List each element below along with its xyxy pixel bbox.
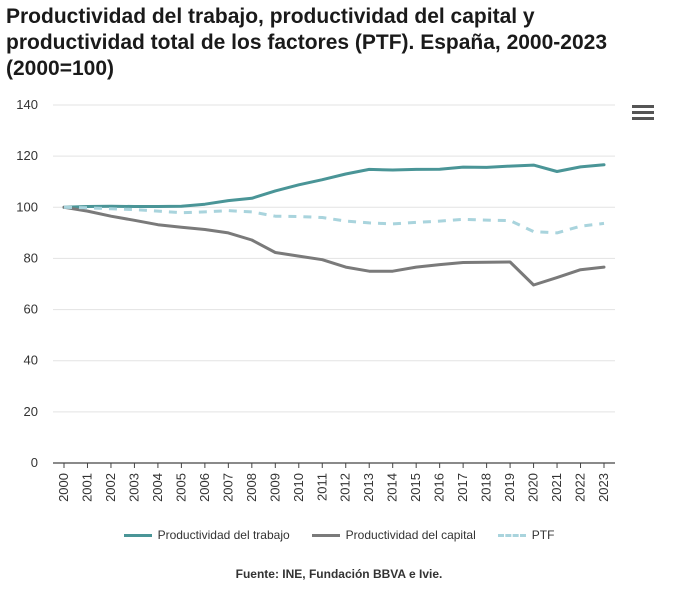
x-tick-label: 2013: [361, 473, 376, 502]
x-tick-label: 2005: [173, 473, 188, 502]
legend-swatch: [497, 533, 526, 537]
x-tick-label: 2009: [267, 473, 282, 502]
legend-item-1[interactable]: Productividad del trabajo: [123, 528, 290, 542]
y-tick-label: 0: [31, 455, 38, 470]
y-tick-label: 100: [16, 199, 38, 214]
x-tick-label: 2008: [244, 473, 259, 502]
x-tick-label: 2006: [197, 473, 212, 502]
series-line-2: [62, 205, 606, 287]
hamburger-menu-icon[interactable]: [632, 105, 654, 123]
y-axis-ticks: 0 20 40 60 80 100 120 140: [16, 97, 38, 470]
chart-legend: Productividad del trabajo Productividad d…: [0, 528, 678, 542]
x-tick-label: 2022: [573, 473, 588, 502]
y-tick-label: 120: [16, 148, 38, 163]
chart-title: Productividad del trabajo, productividad…: [6, 5, 608, 80]
x-tick-label: 2023: [596, 473, 611, 502]
x-tick-label: 2017: [455, 473, 470, 502]
x-tick-label: 2011: [314, 473, 329, 501]
x-axis-ticks: 2000 2001 2002 2003 2004 2005 2006 2007 2008 2009…: [56, 463, 611, 502]
legend-item-3[interactable]: PTF: [497, 528, 555, 542]
x-tick-label: 2021: [549, 473, 564, 502]
y-tick-label: 60: [24, 302, 38, 317]
x-tick-label: 2002: [103, 473, 118, 502]
x-tick-label: 2004: [150, 473, 165, 502]
x-tick-label: 2001: [79, 473, 94, 502]
x-tick-label: 2012: [338, 473, 353, 502]
x-tick-label: 2015: [408, 473, 423, 502]
x-tick-label: 2000: [56, 473, 71, 502]
x-tick-label: 2003: [126, 473, 141, 502]
source-note: Fuente: INE, Fundación BBVA e Ivie.: [235, 567, 443, 581]
legend-label: Productividad del capital: [345, 528, 476, 542]
x-tick-label: 2019: [502, 473, 517, 502]
x-tick-label: 2016: [432, 473, 447, 502]
series-line-1: [62, 163, 606, 209]
y-tick-label: 20: [24, 404, 38, 419]
x-tick-label: 2007: [220, 473, 235, 502]
x-tick-label: 2020: [526, 473, 541, 502]
legend-item-2[interactable]: Productividad del capital: [311, 528, 476, 542]
series-line-3: [63, 205, 605, 235]
x-tick-label: 2018: [479, 473, 494, 502]
legend-label: Productividad del trabajo: [157, 528, 290, 542]
legend-swatch: [123, 533, 152, 537]
x-tick-label: 2010: [291, 473, 306, 502]
y-tick-label: 80: [24, 250, 38, 265]
y-tick-label: 40: [24, 353, 38, 368]
legend-label: PTF: [531, 528, 555, 542]
chart-series: [62, 163, 606, 287]
legend-swatch: [311, 533, 340, 537]
x-tick-label: 2014: [385, 473, 400, 502]
y-tick-label: 140: [16, 97, 38, 112]
